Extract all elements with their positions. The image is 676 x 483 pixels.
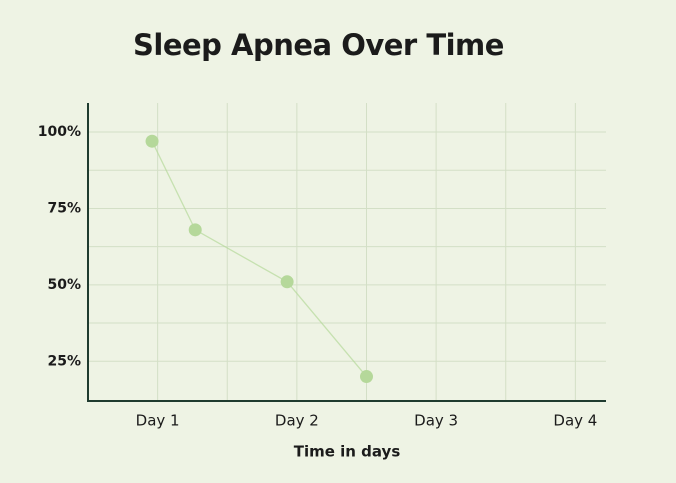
x-tick-label: Day 2 [275, 412, 319, 430]
chart-title: Sleep Apnea Over Time [133, 28, 504, 62]
x-tick-label: Day 1 [136, 412, 180, 430]
y-tick-label: 50% [47, 277, 81, 293]
data-point [280, 275, 294, 289]
x-tick-label: Day 4 [553, 412, 597, 430]
data-point [359, 370, 373, 384]
data-point [188, 223, 202, 237]
y-tick-label: 25% [47, 353, 81, 369]
y-tick-label: 100% [38, 124, 81, 140]
x-tick-label: Day 3 [414, 412, 458, 430]
data-point [145, 134, 159, 148]
line [151, 140, 367, 377]
y-tick-label: 75% [47, 200, 81, 216]
x-axis-label: Time in days [294, 443, 401, 461]
